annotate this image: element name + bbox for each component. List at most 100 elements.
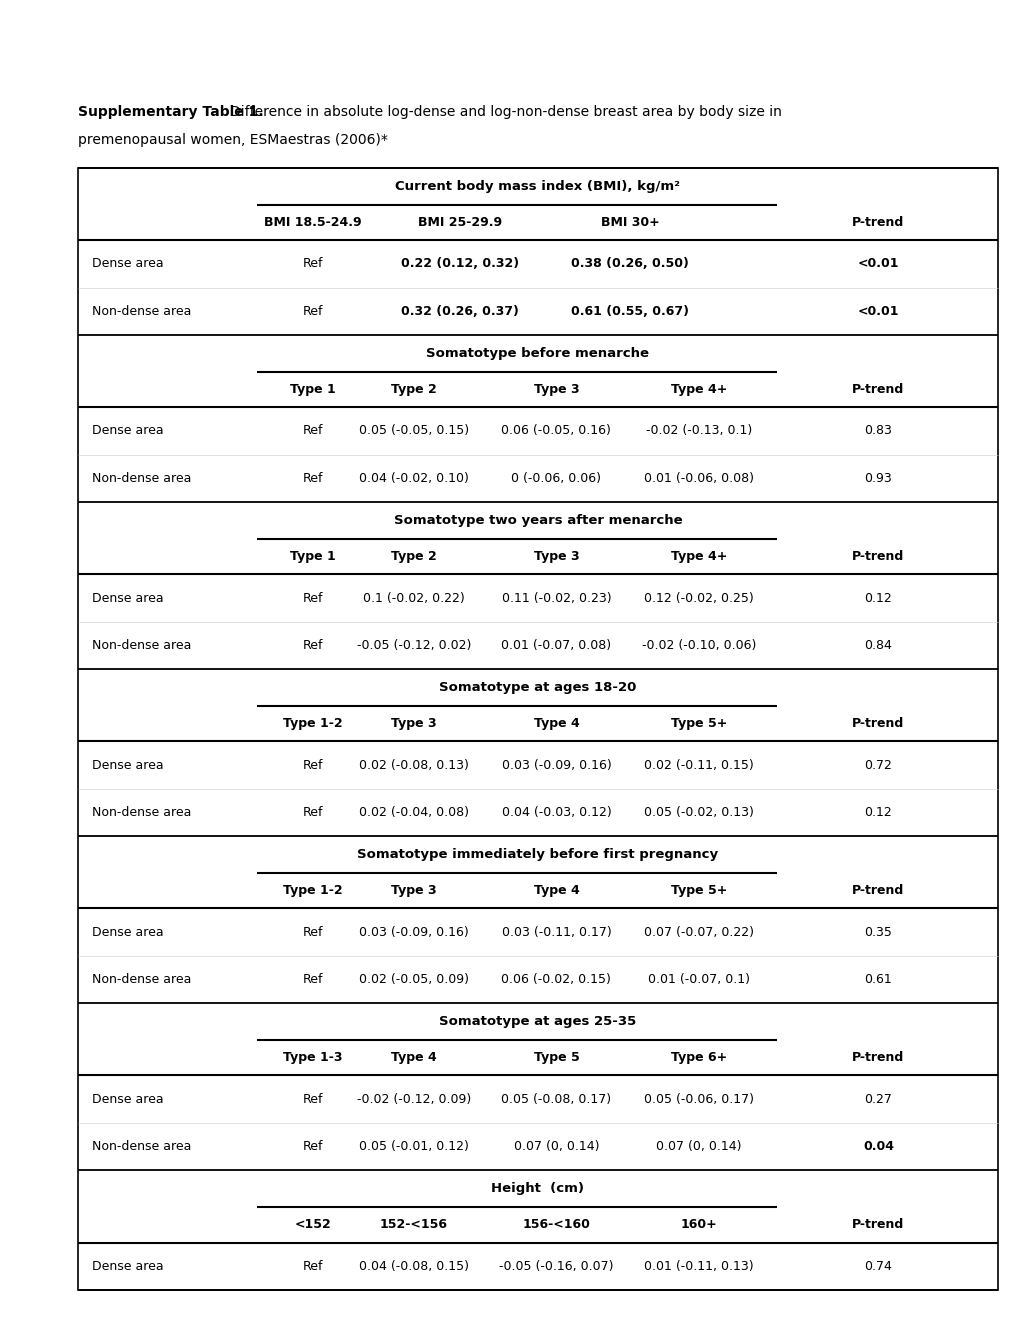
Text: Ref: Ref bbox=[302, 473, 323, 484]
Text: 0.06 (-0.02, 0.15): 0.06 (-0.02, 0.15) bbox=[501, 973, 610, 986]
Text: P-trend: P-trend bbox=[852, 383, 904, 396]
Text: -0.02 (-0.13, 0.1): -0.02 (-0.13, 0.1) bbox=[645, 425, 751, 437]
Text: Ref: Ref bbox=[302, 591, 323, 605]
Text: Ref: Ref bbox=[302, 1093, 323, 1106]
Text: Somatotype at ages 25-35: Somatotype at ages 25-35 bbox=[439, 1015, 636, 1028]
Text: 160+: 160+ bbox=[680, 1218, 716, 1232]
Text: Ref: Ref bbox=[302, 807, 323, 818]
Text: <0.01: <0.01 bbox=[857, 257, 899, 271]
Text: 0.01 (-0.06, 0.08): 0.01 (-0.06, 0.08) bbox=[643, 473, 753, 484]
Text: Type 3: Type 3 bbox=[533, 383, 579, 396]
Text: Type 4: Type 4 bbox=[533, 717, 579, 730]
Text: Somatotype immediately before first pregnancy: Somatotype immediately before first preg… bbox=[357, 849, 717, 861]
Text: 0.84: 0.84 bbox=[864, 639, 892, 652]
Text: <152: <152 bbox=[293, 1218, 330, 1232]
Text: 0.02 (-0.11, 0.15): 0.02 (-0.11, 0.15) bbox=[643, 759, 753, 772]
Text: Current body mass index (BMI), kg/m²: Current body mass index (BMI), kg/m² bbox=[395, 180, 680, 193]
Text: 0.02 (-0.04, 0.08): 0.02 (-0.04, 0.08) bbox=[359, 807, 469, 818]
Text: 0.05 (-0.02, 0.13): 0.05 (-0.02, 0.13) bbox=[643, 807, 753, 818]
Text: 0.72: 0.72 bbox=[864, 759, 892, 772]
Text: Type 5+: Type 5+ bbox=[671, 717, 727, 730]
Text: -0.05 (-0.12, 0.02): -0.05 (-0.12, 0.02) bbox=[357, 639, 471, 652]
Text: 0.03 (-0.09, 0.16): 0.03 (-0.09, 0.16) bbox=[359, 925, 468, 939]
Text: -0.02 (-0.12, 0.09): -0.02 (-0.12, 0.09) bbox=[357, 1093, 471, 1106]
Text: BMI 18.5-24.9: BMI 18.5-24.9 bbox=[264, 216, 361, 230]
Text: BMI 30+: BMI 30+ bbox=[600, 216, 658, 230]
Text: P-trend: P-trend bbox=[852, 550, 904, 564]
Text: 0.22 (0.12, 0.32): 0.22 (0.12, 0.32) bbox=[400, 257, 519, 271]
Text: 0.07 (0, 0.14): 0.07 (0, 0.14) bbox=[514, 1140, 598, 1154]
Text: 0.1 (-0.02, 0.22): 0.1 (-0.02, 0.22) bbox=[363, 591, 465, 605]
Text: Ref: Ref bbox=[302, 759, 323, 772]
Text: 152-<156: 152-<156 bbox=[379, 1218, 447, 1232]
Text: 0.07 (0, 0.14): 0.07 (0, 0.14) bbox=[655, 1140, 741, 1154]
Text: Type 4+: Type 4+ bbox=[671, 383, 727, 396]
Text: Type 3: Type 3 bbox=[533, 550, 579, 564]
Text: Ref: Ref bbox=[302, 1140, 323, 1154]
Text: 0.83: 0.83 bbox=[864, 425, 892, 437]
Text: 0.05 (-0.05, 0.15): 0.05 (-0.05, 0.15) bbox=[359, 425, 469, 437]
Text: Type 2: Type 2 bbox=[390, 550, 436, 564]
Text: Type 1: Type 1 bbox=[289, 383, 335, 396]
Text: 0.12: 0.12 bbox=[864, 807, 892, 818]
Text: Type 1-3: Type 1-3 bbox=[282, 1052, 342, 1064]
Text: Ref: Ref bbox=[302, 425, 323, 437]
Text: 0.04 (-0.03, 0.12): 0.04 (-0.03, 0.12) bbox=[501, 807, 610, 818]
Text: Type 4+: Type 4+ bbox=[671, 550, 727, 564]
Text: 156-<160: 156-<160 bbox=[522, 1218, 590, 1232]
Text: 0.03 (-0.09, 0.16): 0.03 (-0.09, 0.16) bbox=[501, 759, 610, 772]
Text: 0.61 (0.55, 0.67): 0.61 (0.55, 0.67) bbox=[571, 305, 688, 318]
Text: P-trend: P-trend bbox=[852, 717, 904, 730]
Text: 0.74: 0.74 bbox=[864, 1259, 892, 1272]
Text: Type 3: Type 3 bbox=[390, 884, 436, 898]
Text: Ref: Ref bbox=[302, 973, 323, 986]
Text: Height  (cm): Height (cm) bbox=[491, 1183, 584, 1196]
Text: Type 1: Type 1 bbox=[289, 550, 335, 564]
Text: Non-dense area: Non-dense area bbox=[92, 973, 191, 986]
Text: 0.05 (-0.06, 0.17): 0.05 (-0.06, 0.17) bbox=[643, 1093, 753, 1106]
Text: Type 1-2: Type 1-2 bbox=[282, 884, 342, 898]
Text: 0.03 (-0.11, 0.17): 0.03 (-0.11, 0.17) bbox=[501, 925, 610, 939]
Text: Type 4: Type 4 bbox=[533, 884, 579, 898]
Text: Non-dense area: Non-dense area bbox=[92, 1140, 191, 1154]
Text: Ref: Ref bbox=[302, 925, 323, 939]
Text: 0.02 (-0.05, 0.09): 0.02 (-0.05, 0.09) bbox=[359, 973, 469, 986]
Text: 0.06 (-0.05, 0.16): 0.06 (-0.05, 0.16) bbox=[501, 425, 610, 437]
Text: Ref: Ref bbox=[302, 1259, 323, 1272]
Text: Difference in absolute log-dense and log-non-dense breast area by body size in: Difference in absolute log-dense and log… bbox=[229, 106, 782, 119]
Text: Ref: Ref bbox=[302, 639, 323, 652]
Text: 0.04: 0.04 bbox=[862, 1140, 893, 1154]
Text: Dense area: Dense area bbox=[92, 257, 163, 271]
Text: Non-dense area: Non-dense area bbox=[92, 807, 191, 818]
Text: BMI 25-29.9: BMI 25-29.9 bbox=[418, 216, 501, 230]
Text: 0.02 (-0.08, 0.13): 0.02 (-0.08, 0.13) bbox=[359, 759, 469, 772]
Text: Ref: Ref bbox=[302, 305, 323, 318]
Text: Dense area: Dense area bbox=[92, 591, 163, 605]
Text: Non-dense area: Non-dense area bbox=[92, 305, 191, 318]
Text: premenopausal women, ESMaestras (2006)*: premenopausal women, ESMaestras (2006)* bbox=[77, 133, 387, 147]
Text: Dense area: Dense area bbox=[92, 925, 163, 939]
Text: -0.02 (-0.10, 0.06): -0.02 (-0.10, 0.06) bbox=[641, 639, 755, 652]
Text: Somatotype two years after menarche: Somatotype two years after menarche bbox=[393, 515, 682, 527]
Text: P-trend: P-trend bbox=[852, 1218, 904, 1232]
Text: Dense area: Dense area bbox=[92, 1093, 163, 1106]
Text: Type 5: Type 5 bbox=[533, 1052, 579, 1064]
Text: 0.11 (-0.02, 0.23): 0.11 (-0.02, 0.23) bbox=[501, 591, 610, 605]
Text: Somatotype before menarche: Somatotype before menarche bbox=[426, 347, 649, 360]
Text: 0.12: 0.12 bbox=[864, 591, 892, 605]
Text: Type 1-2: Type 1-2 bbox=[282, 717, 342, 730]
Text: Somatotype at ages 18-20: Somatotype at ages 18-20 bbox=[439, 681, 636, 694]
Text: 0.32 (0.26, 0.37): 0.32 (0.26, 0.37) bbox=[400, 305, 519, 318]
Text: 0.27: 0.27 bbox=[864, 1093, 892, 1106]
Text: <0.01: <0.01 bbox=[857, 305, 899, 318]
Text: Type 5+: Type 5+ bbox=[671, 884, 727, 898]
Text: Ref: Ref bbox=[302, 257, 323, 271]
Text: 0.07 (-0.07, 0.22): 0.07 (-0.07, 0.22) bbox=[643, 925, 753, 939]
Text: P-trend: P-trend bbox=[852, 216, 904, 230]
Text: Non-dense area: Non-dense area bbox=[92, 639, 191, 652]
Text: 0.38 (0.26, 0.50): 0.38 (0.26, 0.50) bbox=[571, 257, 688, 271]
Text: Type 2: Type 2 bbox=[390, 383, 436, 396]
Text: Dense area: Dense area bbox=[92, 1259, 163, 1272]
Text: 0.35: 0.35 bbox=[864, 925, 892, 939]
Text: 0.93: 0.93 bbox=[864, 473, 892, 484]
